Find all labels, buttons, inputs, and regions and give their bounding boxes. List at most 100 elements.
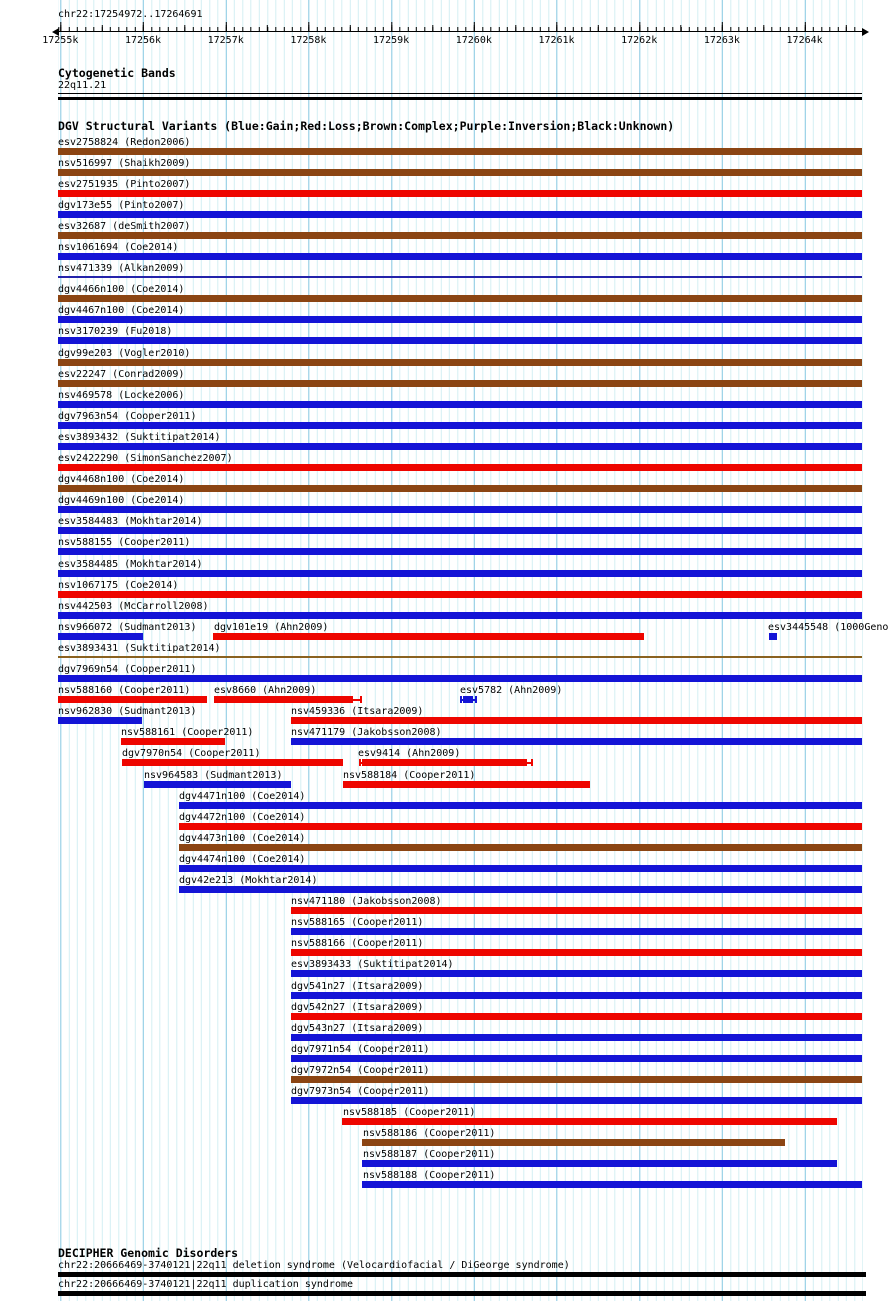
variant-bar[interactable]	[214, 696, 362, 704]
variant-bar[interactable]	[291, 928, 862, 936]
variant-bar[interactable]	[291, 1012, 862, 1020]
variant-bar[interactable]	[121, 738, 225, 746]
variant-bar[interactable]	[58, 421, 862, 429]
variant-bar[interactable]	[58, 464, 862, 471]
ruler-tick-label: 17257k	[207, 35, 244, 46]
variant-bar[interactable]	[58, 231, 862, 239]
ruler-line[interactable]	[58, 31, 862, 32]
variant-bar[interactable]	[362, 1160, 837, 1168]
variant-label: dgv4473n100 (Coe2014)	[179, 832, 306, 844]
variant-bar[interactable]	[342, 1118, 837, 1126]
variant-bar[interactable]	[58, 527, 862, 535]
whisker-part	[531, 759, 533, 767]
variant-bar[interactable]	[58, 168, 862, 176]
ruler-tick-label: 17259k	[373, 35, 410, 46]
variant-label: dgv4466n100 (Coe2014)	[58, 284, 185, 296]
variant-bar[interactable]	[213, 632, 644, 640]
whisker-part	[769, 632, 771, 640]
decipher-track-title: DECIPHER Genomic Disorders	[58, 1246, 239, 1260]
variant-bar[interactable]	[362, 1139, 785, 1147]
variant-bar[interactable]	[58, 253, 862, 260]
whisker-part	[214, 696, 216, 704]
variant-bar[interactable]	[58, 147, 862, 155]
variant-bar[interactable]	[58, 590, 862, 598]
variant-bar[interactable]	[179, 822, 862, 830]
variant-bar[interactable]	[460, 696, 477, 704]
variant-bar[interactable]	[291, 907, 862, 915]
variant-label: nsv588184 (Cooper2011)	[343, 769, 476, 781]
variant-bar[interactable]	[58, 655, 862, 658]
cytogenetic-track-title: Cytogenetic Bands	[58, 66, 176, 80]
variant-bar[interactable]	[362, 1181, 862, 1189]
variant-bar[interactable]	[58, 611, 862, 619]
variant-bar[interactable]	[58, 675, 862, 682]
variant-label: esv3893431 (Suktitipat2014)	[58, 642, 221, 654]
variant-label: dgv4474n100 (Coe2014)	[179, 853, 306, 865]
decipher-label: chr22:20666469-3740121|22q11 duplication…	[58, 1279, 354, 1290]
variant-bar[interactable]	[291, 1054, 862, 1062]
variant-label: nsv459336 (Itsara2009)	[291, 706, 424, 718]
variant-bar[interactable]	[291, 1075, 862, 1083]
variant-label: nsv588160 (Cooper2011)	[58, 685, 191, 697]
variant-bar[interactable]	[769, 632, 777, 640]
variant-bar[interactable]	[58, 210, 862, 218]
ruler-tick-label: 17263k	[703, 35, 740, 46]
variant-bar[interactable]	[291, 717, 862, 725]
variant-bar[interactable]	[58, 358, 862, 366]
variant-label: esv9414 (Ahn2009)	[358, 748, 461, 760]
variant-label: nsv471339 (Alkan2009)	[58, 263, 185, 275]
variant-bar[interactable]	[291, 991, 862, 999]
variant-bar[interactable]	[291, 949, 862, 957]
variant-label: esv3893433 (Suktitipat2014)	[291, 959, 454, 971]
variant-bar[interactable]	[58, 569, 862, 577]
variant-bar[interactable]	[58, 276, 862, 279]
variant-bar[interactable]	[58, 717, 142, 725]
variant-label: dgv543n27 (Itsara2009)	[291, 1022, 424, 1034]
variant-bar[interactable]	[58, 548, 862, 556]
variant-bar[interactable]	[291, 1097, 862, 1104]
variant-bar[interactable]	[58, 696, 207, 704]
whisker-part	[775, 632, 777, 640]
variant-bar[interactable]	[291, 970, 862, 978]
decipher-bar[interactable]	[58, 1272, 866, 1277]
dgv-track-title: DGV Structural Variants (Blue:Gain;Red:L…	[58, 119, 675, 133]
variant-label: dgv173e55 (Pinto2007)	[58, 199, 185, 211]
variant-label: dgv541n27 (Itsara2009)	[291, 980, 424, 992]
variant-bar[interactable]	[58, 379, 862, 387]
variant-bar[interactable]	[58, 506, 862, 514]
variant-label: nsv588155 (Cooper2011)	[58, 537, 191, 549]
variant-bar[interactable]	[291, 738, 862, 746]
whisker-part	[216, 696, 353, 704]
variant-label: nsv588161 (Cooper2011)	[121, 727, 254, 739]
whisker-part	[460, 696, 462, 704]
variant-bar[interactable]	[58, 485, 862, 493]
decipher-bar[interactable]	[58, 1291, 866, 1296]
region-label: chr22:17254972..17264691	[58, 9, 203, 20]
variant-bar[interactable]	[291, 1033, 862, 1041]
variant-bar[interactable]	[58, 442, 862, 450]
variant-bar[interactable]	[58, 337, 862, 345]
variant-bar[interactable]	[58, 316, 862, 324]
variant-label: dgv7969n54 (Cooper2011)	[58, 664, 197, 675]
variant-bar[interactable]	[58, 295, 862, 303]
variant-bar[interactable]	[179, 801, 862, 809]
variant-bar[interactable]	[179, 864, 862, 872]
variant-label: esv3445548 (1000Geno	[768, 621, 889, 633]
variant-label: dgv7973n54 (Cooper2011)	[291, 1086, 430, 1097]
variant-bar[interactable]	[343, 780, 590, 788]
variant-label: esv3584483 (Mokhtar2014)	[58, 516, 203, 528]
variant-bar[interactable]	[144, 780, 291, 788]
variant-bar[interactable]	[122, 759, 343, 767]
variant-bar[interactable]	[58, 189, 862, 197]
cytogenetic-band-label: 22q11.21	[58, 80, 107, 91]
variant-label: dgv7963n54 (Cooper2011)	[58, 410, 197, 422]
decipher-label: chr22:20666469-3740121|22q11 deletion sy…	[58, 1260, 570, 1271]
variant-bar[interactable]	[58, 632, 143, 640]
variant-label: dgv4468n100 (Coe2014)	[58, 474, 185, 486]
variant-label: esv2422290 (SimonSanchez2007)	[58, 453, 233, 464]
variant-bar[interactable]	[58, 400, 862, 408]
variant-bar[interactable]	[179, 843, 862, 851]
variant-bar[interactable]	[179, 886, 862, 893]
variant-bar[interactable]	[359, 759, 533, 767]
